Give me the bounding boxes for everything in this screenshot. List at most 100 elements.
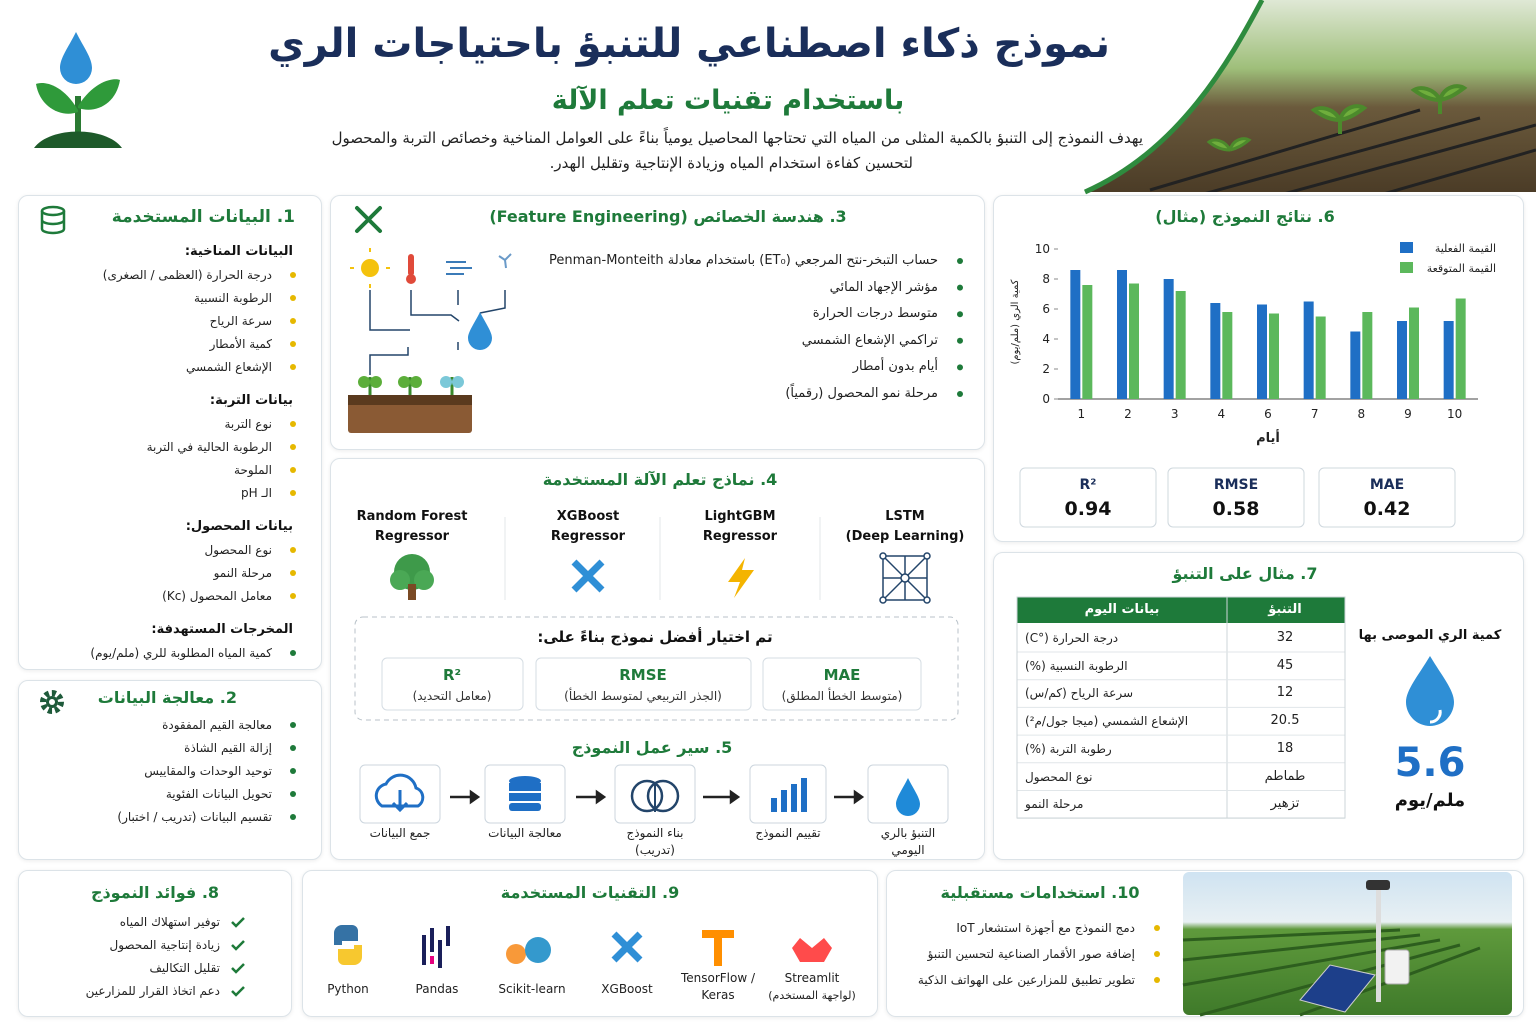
title: نموذج ذكاء اصطناعي للتنبؤ باحتياجات الري <box>268 21 1110 67</box>
bullet <box>1154 925 1160 931</box>
section-title: 10. استخدامات مستقبلية <box>940 883 1140 902</box>
feature-illustration <box>410 376 422 388</box>
model-icons <box>728 558 754 598</box>
table-cell: طماطم <box>1264 768 1306 784</box>
tech-logos <box>334 925 358 945</box>
list-item: دمج النموذج مع أجهزة استشعار IoT <box>956 921 1135 935</box>
y-tick-label: 4 <box>1042 332 1050 346</box>
list-item: الـ pH <box>241 486 272 500</box>
metric-desc: (متوسط الخطأ المطلق) <box>781 689 903 703</box>
workflow-step: تقييم النموذج <box>755 826 821 840</box>
tech-note: (لواجهة المستخدم) <box>768 988 856 1002</box>
bullet <box>290 547 296 553</box>
result-card <box>1318 467 1456 528</box>
workflow-step: بناء النموذج (تدريب) <box>626 826 684 857</box>
list-item: نوع التربة <box>224 417 272 431</box>
tools-icon <box>355 206 382 233</box>
metric-name: R² <box>442 665 462 684</box>
model-icons <box>879 596 887 604</box>
bar <box>1082 285 1093 399</box>
database-icon <box>40 205 66 235</box>
table-cell: 32 <box>1276 630 1294 645</box>
x-tick-label: 7 <box>1311 407 1319 421</box>
bullet <box>290 593 296 599</box>
tech-name: Scikit-learn <box>498 982 566 996</box>
tech-logos <box>422 935 426 965</box>
legend-swatch <box>1400 262 1413 273</box>
list-item: الإشعاع الشمسي <box>186 360 272 374</box>
recommend-unit: ملم/يوم <box>1394 789 1466 811</box>
bar <box>1397 321 1407 399</box>
bullet <box>957 337 963 344</box>
gear-icon <box>49 699 55 705</box>
bullet <box>290 421 296 427</box>
gear-icon <box>40 690 64 714</box>
section-title: 4. نماذج تعلم الآلة المستخدمة <box>542 470 778 489</box>
section-title: 2. معالجة البيانات <box>97 688 237 707</box>
workflow-icons <box>391 790 409 813</box>
header-photo <box>1149 108 1536 192</box>
panel <box>302 870 878 1017</box>
list-item: توحيد الوحدات والمقاييس <box>144 764 272 778</box>
metric-boxes <box>381 657 922 711</box>
list-item: مؤشر الإجهاد المائي <box>829 279 938 295</box>
tech-logos <box>525 937 551 963</box>
bullet <box>957 364 963 371</box>
model-name: LSTM <box>885 509 925 524</box>
x-tick-label: 9 <box>1404 407 1412 421</box>
tech-logos <box>792 938 832 962</box>
table-cell: الرطوبة النسبية (%) <box>1025 658 1128 673</box>
list-item: معامل المحصول (Kc) <box>162 589 272 603</box>
model-icons <box>414 570 434 590</box>
header-photo <box>1310 104 1368 134</box>
y-tick-label: 2 <box>1042 362 1050 376</box>
tech-logos <box>338 945 362 965</box>
workflow-icons <box>509 793 541 801</box>
drop-highlight <box>1429 709 1442 724</box>
table-cell: رطوبة التربة (%) <box>1025 741 1112 756</box>
logo <box>36 83 78 114</box>
panel <box>18 680 322 860</box>
feature-illustration <box>408 254 414 276</box>
result-name: RMSE <box>1213 476 1259 493</box>
group-heading: البيانات المناخية: <box>184 244 293 259</box>
feature-illustration <box>406 274 416 284</box>
feature-illustration <box>498 253 512 269</box>
list-item: تراكمي الإشعاع الشمسي <box>801 332 938 348</box>
bar <box>1210 303 1221 399</box>
list-item: إضافة صور الأقمار الصناعية لتحسين التنبؤ <box>927 947 1135 961</box>
tech-logos <box>446 926 450 946</box>
x-tick-label: 4 <box>1218 407 1226 421</box>
table-border <box>1016 596 1346 819</box>
bar <box>1455 298 1466 399</box>
tech-name: TensorFlow / Keras <box>680 971 756 1002</box>
x-tick-label: 8 <box>1358 407 1366 421</box>
metric-desc: (الجذر التربيعي لمتوسط الخطأ) <box>564 689 722 703</box>
bullet <box>290 341 296 347</box>
list-item: الرطوبة الحالية في التربة <box>146 440 272 454</box>
list-item: زيادة إنتاجية المحصول <box>109 938 220 952</box>
bar <box>1257 304 1267 399</box>
bullet <box>290 570 296 576</box>
big-drop <box>1406 656 1454 726</box>
table-cell: 20.5 <box>1270 713 1300 729</box>
list-item: توفير استهلاك المياه <box>119 915 220 929</box>
model-name: LightGBM <box>704 509 776 524</box>
table-cell: مرحلة النمو <box>1025 797 1084 812</box>
list-item: معالجة القيم المفقودة <box>162 718 272 732</box>
metric-boxes <box>381 657 524 711</box>
model-name: XGBoost <box>556 509 620 524</box>
tech-logos <box>438 940 442 968</box>
workflow-step: معالجة البيانات <box>488 826 562 840</box>
workflow-icons <box>374 773 425 808</box>
feature-illustration <box>452 376 464 388</box>
table-cell: 45 <box>1276 657 1294 673</box>
list-item: تقليل التكاليف <box>149 961 221 975</box>
metric-boxes <box>762 657 922 711</box>
bar <box>1222 312 1233 399</box>
section-title: 9. التقنيات المستخدمة <box>500 883 680 902</box>
table-cell: 18 <box>1276 740 1294 756</box>
model-icons <box>390 570 410 590</box>
field-photo <box>1366 880 1390 890</box>
